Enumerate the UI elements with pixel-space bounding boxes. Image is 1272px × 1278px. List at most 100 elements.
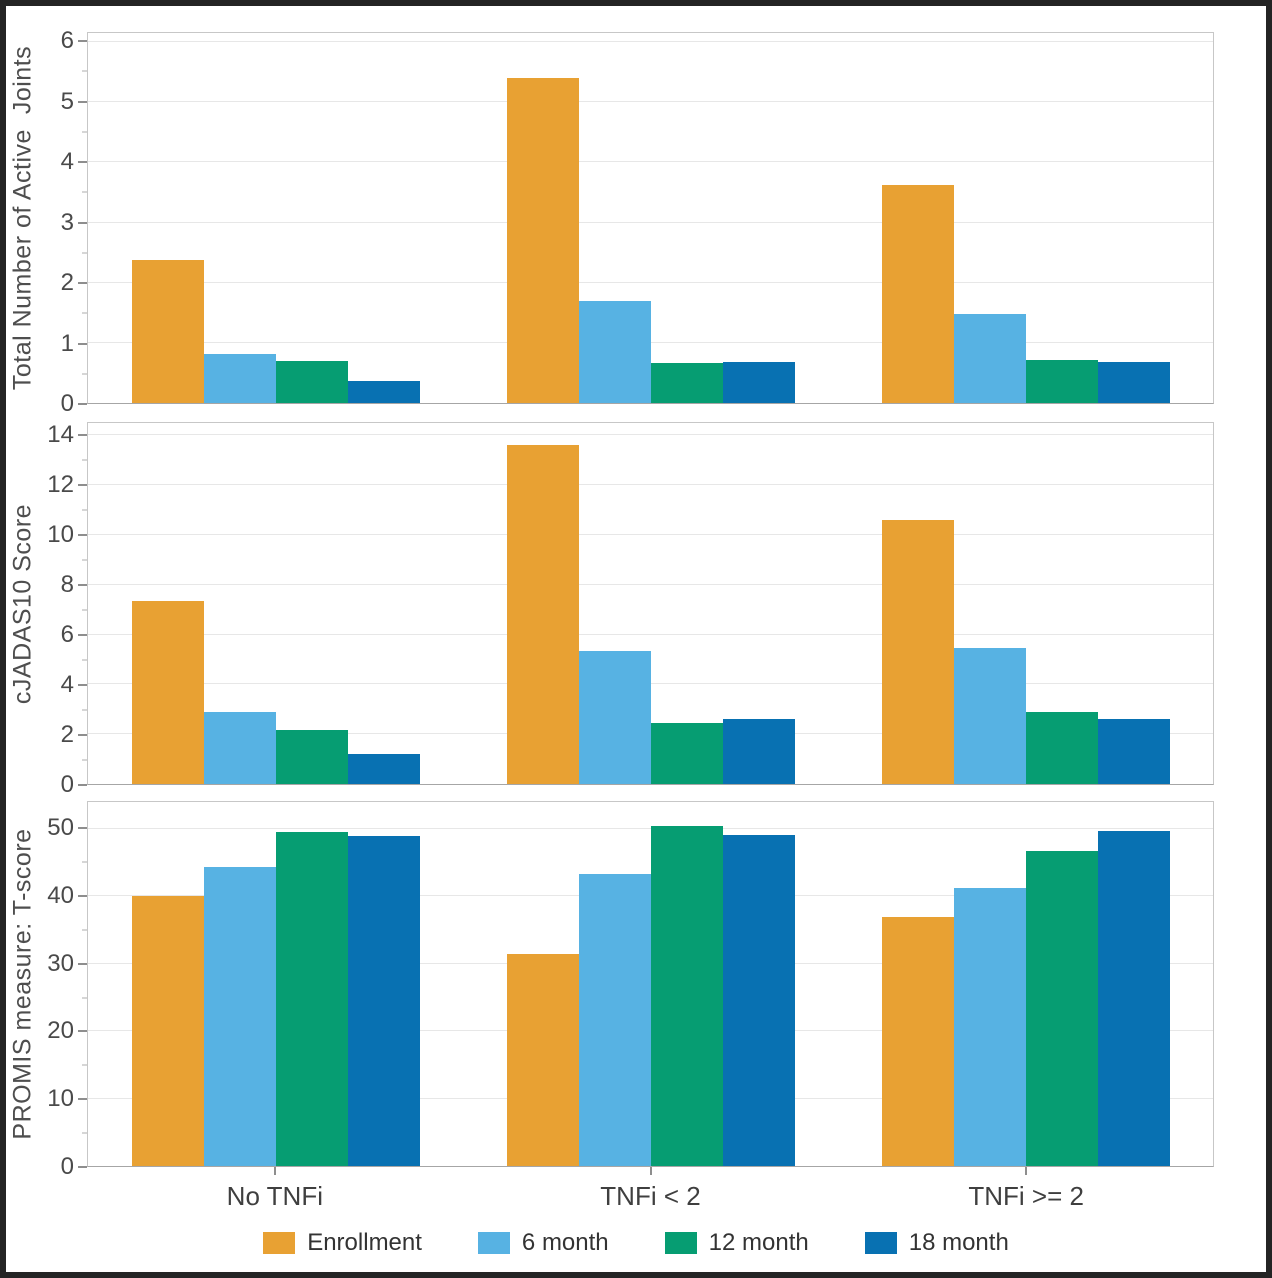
y-minor-tick-mark bbox=[82, 559, 87, 561]
x-tick-mark bbox=[274, 1167, 277, 1175]
bar-6-month bbox=[578, 650, 651, 784]
y-minor-tick-mark bbox=[82, 252, 87, 254]
y-tick-label: 4 bbox=[60, 148, 74, 176]
bar-18-month bbox=[1097, 719, 1170, 784]
bar-12-month bbox=[650, 363, 723, 403]
y-tick-mark bbox=[78, 533, 87, 536]
y-minor-tick-mark bbox=[82, 131, 87, 133]
y-minor-tick-mark bbox=[82, 191, 87, 193]
y-tick-label: 40 bbox=[47, 881, 74, 909]
bar-18-month bbox=[722, 719, 795, 784]
gridline bbox=[88, 583, 1213, 585]
y-tick-mark bbox=[78, 221, 87, 224]
gridline bbox=[88, 101, 1213, 103]
x-tick-mark bbox=[649, 1167, 652, 1175]
bar-12-month bbox=[650, 825, 723, 1166]
y-tick-mark bbox=[78, 784, 87, 786]
bar-12-month bbox=[275, 831, 348, 1166]
y-tick-mark bbox=[78, 282, 87, 285]
y-tick-mark bbox=[78, 583, 87, 586]
bar-group-no-tnfi bbox=[88, 33, 463, 403]
y-minor-tick-mark bbox=[82, 70, 87, 72]
legend-item-6-month: 6 month bbox=[477, 1229, 609, 1257]
gridline bbox=[88, 341, 1213, 343]
y-axis-ticks: 0 1 2 3 4 5 6 bbox=[40, 27, 87, 416]
gridline bbox=[88, 434, 1213, 436]
y-tick-mark bbox=[78, 161, 87, 164]
y-axis-title-column: Total Number of Active Joints bbox=[6, 32, 40, 404]
y-tick-mark bbox=[78, 403, 87, 405]
x-category-label: No TNFi bbox=[226, 1181, 323, 1211]
plot-area bbox=[87, 801, 1214, 1175]
legend-label: Enrollment bbox=[307, 1229, 422, 1256]
y-tick-label: 0 bbox=[60, 390, 74, 417]
legend-swatch-18-month bbox=[864, 1232, 897, 1254]
bar-6-month bbox=[578, 301, 651, 403]
y-axis-label: PROMIS measure: T-score bbox=[8, 828, 37, 1140]
y-tick-mark bbox=[78, 1166, 87, 1168]
y-axis-ticks: 0 2 4 6 8 10 12 14 bbox=[40, 422, 87, 797]
legend: Enrollment 6 month 12 month 18 month bbox=[6, 1221, 1266, 1265]
x-tick-mark bbox=[1024, 1167, 1027, 1175]
bar-enrollment bbox=[881, 185, 954, 403]
bar-enrollment bbox=[881, 917, 954, 1166]
bar-group-no-tnfi bbox=[88, 423, 463, 784]
x-axis-labels: No TNFi TNFi < 2 TNFi >= 2 bbox=[87, 1167, 1214, 1213]
legend-item-enrollment: Enrollment bbox=[263, 1229, 422, 1257]
y-tick-label: 4 bbox=[60, 670, 74, 698]
y-axis-label: cJADAS10 Score bbox=[8, 503, 37, 704]
y-tick-label: 10 bbox=[47, 520, 74, 548]
gridline bbox=[88, 161, 1213, 163]
x-category-label: TNFi < 2 bbox=[600, 1181, 701, 1211]
gridline bbox=[88, 41, 1213, 43]
bar-18-month bbox=[1097, 361, 1170, 403]
y-minor-tick-mark bbox=[82, 759, 87, 761]
y-axis-label: Total Number of Active Joints bbox=[8, 45, 37, 391]
y-tick-label: 0 bbox=[60, 771, 74, 798]
y-minor-tick-mark bbox=[82, 861, 87, 863]
bar-18-month bbox=[347, 836, 420, 1166]
y-tick-label: 1 bbox=[60, 329, 74, 357]
y-tick-label: 30 bbox=[47, 949, 74, 977]
y-tick-mark bbox=[78, 683, 87, 686]
y-tick-mark bbox=[78, 100, 87, 103]
y-tick-mark bbox=[78, 962, 87, 965]
legend-swatch-enrollment bbox=[263, 1232, 296, 1254]
y-tick-label: 10 bbox=[47, 1085, 74, 1113]
bar-enrollment bbox=[131, 260, 204, 403]
bar-group-tnfi-2 bbox=[463, 33, 838, 403]
bar-enrollment bbox=[131, 896, 204, 1166]
bar-group-tnfi-2 bbox=[463, 423, 838, 784]
gridline bbox=[88, 221, 1213, 223]
bar-6-month bbox=[953, 648, 1026, 784]
y-axis-ticks: 0 10 20 30 40 50 bbox=[40, 801, 87, 1179]
gridline bbox=[88, 534, 1213, 536]
y-minor-tick-mark bbox=[82, 459, 87, 461]
y-minor-tick-mark bbox=[82, 659, 87, 661]
bar-6-month bbox=[203, 711, 276, 784]
panel-active-joints: Total Number of Active Joints 0 1 2 3 4 5 6 bbox=[6, 27, 1214, 416]
bar-group-tnfi-2 bbox=[838, 33, 1213, 403]
y-axis-title-column: PROMIS measure: T-score bbox=[6, 801, 40, 1167]
y-tick-label: 6 bbox=[60, 27, 74, 55]
bar-6-month bbox=[578, 874, 651, 1166]
y-minor-tick-mark bbox=[82, 929, 87, 931]
bar-12-month bbox=[1025, 359, 1098, 403]
legend-item-12-month: 12 month bbox=[664, 1229, 809, 1257]
y-tick-label: 5 bbox=[60, 87, 74, 115]
gridline bbox=[88, 484, 1213, 486]
y-tick-mark bbox=[78, 40, 87, 43]
y-tick-label: 6 bbox=[60, 620, 74, 648]
y-minor-tick-mark bbox=[82, 312, 87, 314]
plot-area bbox=[87, 32, 1214, 404]
legend-swatch-12-month bbox=[664, 1232, 697, 1254]
bar-enrollment bbox=[131, 601, 204, 784]
bar-enrollment bbox=[506, 445, 579, 784]
legend-label: 18 month bbox=[908, 1229, 1009, 1256]
y-minor-tick-mark bbox=[82, 709, 87, 711]
y-tick-mark bbox=[78, 827, 87, 830]
gridline bbox=[88, 281, 1213, 283]
y-tick-label: 2 bbox=[60, 269, 74, 297]
y-minor-tick-mark bbox=[82, 609, 87, 611]
